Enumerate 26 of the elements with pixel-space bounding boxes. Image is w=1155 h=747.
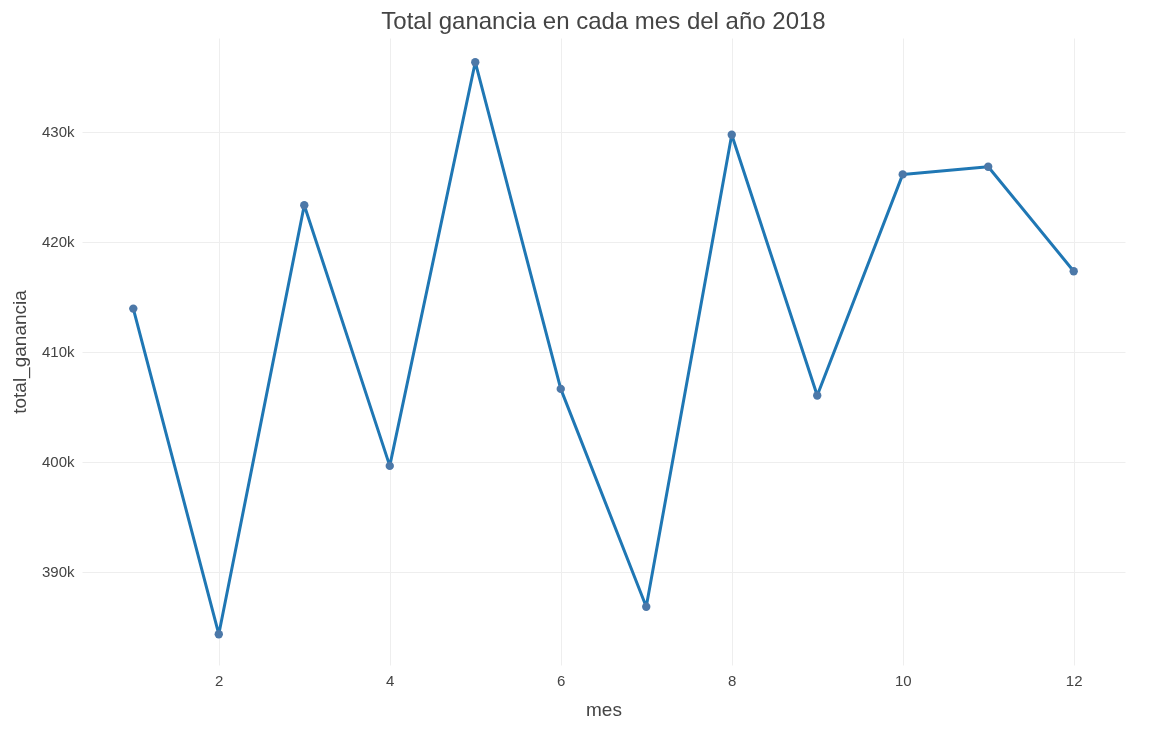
x-tick-label: 4 xyxy=(386,671,395,689)
point xyxy=(898,170,907,179)
x-tick-label: 10 xyxy=(894,671,912,689)
point xyxy=(214,630,223,639)
point xyxy=(129,304,138,313)
x-tick-label: 6 xyxy=(557,671,566,689)
point xyxy=(984,162,993,171)
chart-title: Total ganancia en cada mes del año 2018 xyxy=(381,7,826,34)
y-tick-label: 390k xyxy=(41,563,75,580)
x-axis-title: mes xyxy=(586,698,622,720)
point xyxy=(1069,267,1078,276)
y-tick-label: 400k xyxy=(41,453,75,470)
y-tick-label: 420k xyxy=(41,233,75,250)
x-tick-label: 8 xyxy=(728,671,737,689)
point xyxy=(727,130,736,139)
y-tick-label: 410k xyxy=(41,343,75,360)
point xyxy=(471,58,480,67)
point xyxy=(642,602,651,611)
y-tick-label: 430k xyxy=(41,123,75,140)
point xyxy=(385,461,394,471)
y-axis-title: total_ganancia xyxy=(8,289,31,414)
point xyxy=(813,391,822,400)
point xyxy=(556,384,565,394)
x-tick-label: 2 xyxy=(215,671,224,689)
point xyxy=(300,201,309,210)
x-tick-label: 12 xyxy=(1065,671,1083,689)
